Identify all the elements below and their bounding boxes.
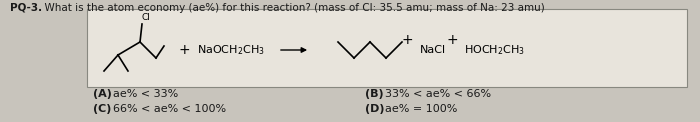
Text: NaCl: NaCl: [420, 45, 446, 55]
Text: ae% < 33%: ae% < 33%: [113, 89, 178, 99]
Text: ae% = 100%: ae% = 100%: [385, 104, 457, 114]
Text: 66% < ae% < 100%: 66% < ae% < 100%: [113, 104, 226, 114]
Text: +: +: [446, 33, 458, 47]
Text: Cl: Cl: [142, 13, 151, 22]
FancyBboxPatch shape: [87, 9, 687, 87]
Text: (B): (B): [365, 89, 384, 99]
Text: PQ-3.: PQ-3.: [10, 3, 42, 13]
Text: What is the atom economy (ae%) for this reaction? (mass of Cl: 35.5 amu; mass of: What is the atom economy (ae%) for this …: [38, 3, 545, 13]
Text: +: +: [178, 43, 190, 57]
Text: (A): (A): [93, 89, 112, 99]
Text: +: +: [401, 33, 413, 47]
Text: (C): (C): [93, 104, 111, 114]
Text: HOCH$_2$CH$_3$: HOCH$_2$CH$_3$: [464, 43, 525, 57]
Text: NaOCH$_2$CH$_3$: NaOCH$_2$CH$_3$: [197, 43, 265, 57]
Text: 33% < ae% < 66%: 33% < ae% < 66%: [385, 89, 491, 99]
Text: (D): (D): [365, 104, 384, 114]
